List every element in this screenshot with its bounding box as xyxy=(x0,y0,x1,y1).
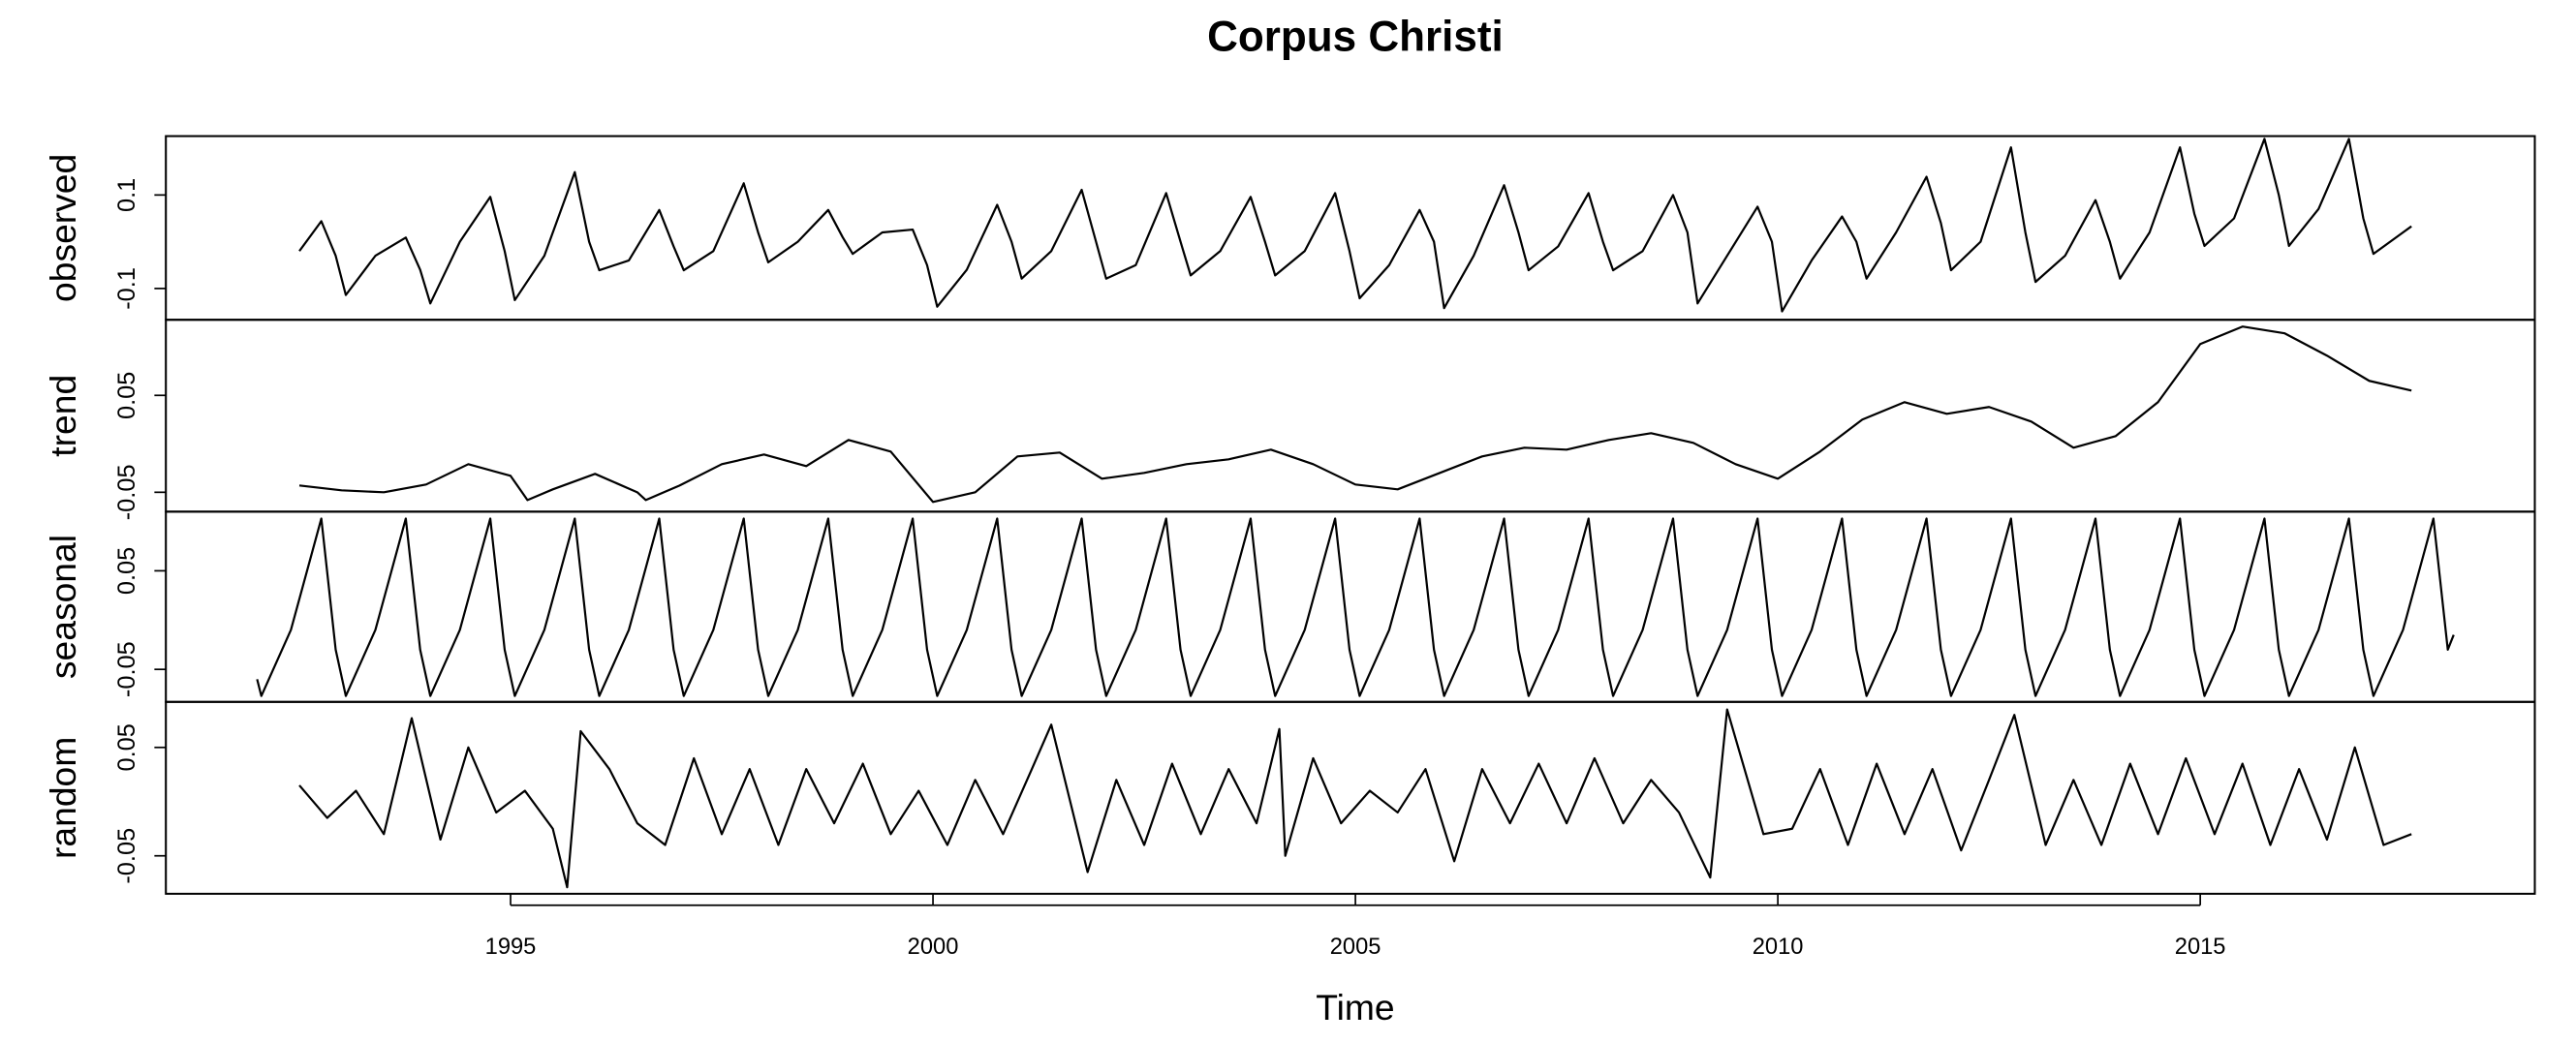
y-axis-label: observed xyxy=(43,154,83,302)
y-tick-label: 0.1 xyxy=(113,178,140,212)
x-tick-label: 2005 xyxy=(1330,935,1381,960)
series-line xyxy=(298,138,2412,313)
y-tick-label: 0.05 xyxy=(113,547,140,595)
y-axis-label: seasonal xyxy=(43,535,83,679)
y-axis-label: trend xyxy=(43,375,83,457)
y-tick-label: 0.05 xyxy=(113,723,140,771)
series-line xyxy=(298,708,2412,889)
y-tick-label: -0.05 xyxy=(113,641,140,697)
x-tick-label: 2010 xyxy=(1753,935,1804,960)
y-tick-label: -0.1 xyxy=(113,267,140,310)
series-line xyxy=(298,325,2412,504)
chart-title: Corpus Christi xyxy=(1207,13,1504,60)
y-axis-label: random xyxy=(43,737,83,859)
x-axis-label: Time xyxy=(1316,987,1394,1028)
x-tick-label: 2000 xyxy=(908,935,959,960)
panel-frame xyxy=(165,700,2536,895)
x-tick-label: 1995 xyxy=(485,935,537,960)
x-tick-label: 2015 xyxy=(2175,935,2226,960)
y-tick-label: -0.05 xyxy=(113,464,140,520)
y-tick-label: 0.05 xyxy=(113,372,140,419)
panel-frame xyxy=(165,510,2536,703)
y-tick-label: -0.05 xyxy=(113,828,140,884)
series-line xyxy=(256,517,2455,697)
